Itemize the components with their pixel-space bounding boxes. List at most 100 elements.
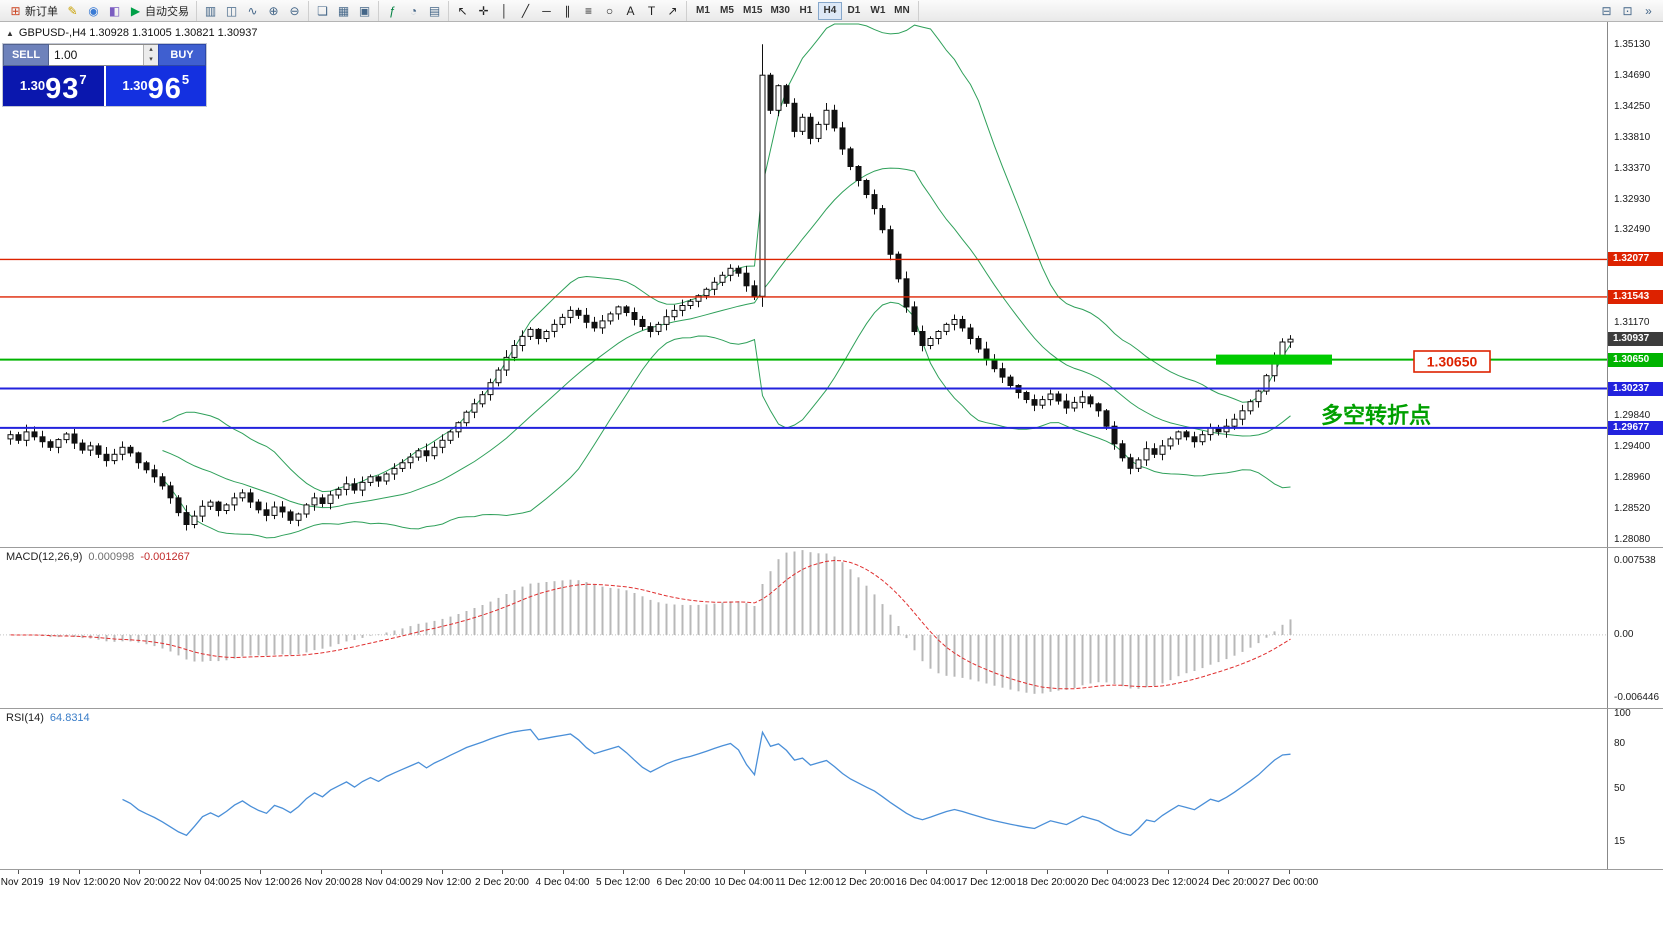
templates-icon: ▤ [428, 3, 441, 18]
time-axis-label: 17 Dec 12:00 [956, 877, 1016, 888]
rsi-canvas[interactable] [0, 709, 1607, 869]
price-axis-tick: 0.007538 [1614, 555, 1656, 566]
horizontal-line-button[interactable]: ─ [536, 1, 557, 20]
rsi-line [122, 728, 1291, 837]
turning-point-annotation[interactable]: 多空转折点 [1321, 403, 1431, 428]
oneclick-collapse-arrow[interactable]: ▲ [6, 28, 14, 38]
macd-canvas[interactable] [0, 548, 1607, 708]
panel-splitter[interactable] [0, 708, 1663, 709]
print-preview-button[interactable]: ⊡ [1617, 2, 1638, 21]
new-order-button[interactable]: ⊞ 新订单 [5, 1, 62, 20]
text-button[interactable]: A [620, 1, 641, 20]
macd-name: MACD(12,26,9) [6, 551, 83, 563]
main-toolbar: ⊞ 新订单 ✎ ◉ ◧ ▶ 自动交易 ▥ ◫ ∿ ⊕ ⊖ ❏ ▦ ▣ ƒ ◔ ▤ ↖ ✛ │ ╱ ─ ∥ ≡ ○ A T ↗ M1 M5 M… [0, 0, 1663, 22]
sell-price-display[interactable]: 1.30937 [3, 66, 104, 106]
print-button[interactable]: ⊟ [1596, 2, 1617, 21]
community-icon: ◉ [88, 3, 99, 18]
bar-chart-button[interactable]: ▥ [200, 1, 221, 20]
time-axis-label: 20 Nov 20:00 [109, 877, 169, 888]
timeframe-h1-button[interactable]: H1 [794, 2, 818, 20]
sell-button[interactable]: SELL [3, 44, 49, 66]
vertical-line-button[interactable]: │ [494, 1, 515, 20]
timeframe-w1-button[interactable]: W1 [866, 2, 890, 20]
new-chart-button[interactable]: ❏ [312, 1, 333, 20]
time-axis-label: 24 Dec 20:00 [1198, 877, 1258, 888]
shapes-button[interactable]: ○ [599, 1, 620, 20]
price-axis-tick: 1.28520 [1614, 503, 1651, 515]
candlestick-button[interactable]: ◫ [221, 1, 242, 20]
toolbar-group-tools: ƒ ◔ ▤ [379, 0, 449, 21]
autotrading-button[interactable]: ▶ 自动交易 [125, 1, 193, 20]
time-axis-tickmark [199, 870, 201, 874]
price-axis-tick: 1.28960 [1614, 472, 1651, 484]
price-axis[interactable]: 1.35130 1.34690 1.34250 1.33810 1.33370 1.329… [1607, 22, 1663, 870]
crosshair-button[interactable]: ✛ [473, 1, 494, 20]
symbol-ohlc-line: ▲ GBPUSD-,H4 1.30928 1.31005 1.30821 1.3… [6, 27, 257, 39]
main-chart-canvas[interactable]: 1.30650 多空转折点 [0, 22, 1607, 547]
cursor-button[interactable]: ↖ [452, 1, 473, 20]
metaeditor-button[interactable]: ✎ [62, 1, 83, 20]
time-axis-label: 11 Dec 12:00 [775, 877, 834, 888]
timeframe-m15-button[interactable]: M15 [739, 2, 766, 20]
support-zone-rect[interactable] [1216, 354, 1332, 365]
timeframe-m1-button[interactable]: M1 [691, 2, 715, 20]
timeframe-m30-button[interactable]: M30 [766, 2, 793, 20]
tile-windows-button[interactable]: ▦ [333, 1, 354, 20]
label-button[interactable]: T [641, 1, 662, 20]
time-axis-label: 8 Nov 2019 [0, 877, 44, 888]
time-axis-label: 28 Nov 04:00 [351, 877, 411, 888]
timeframe-m5-button[interactable]: M5 [715, 2, 739, 20]
zoom-in-button[interactable]: ⊕ [263, 1, 284, 20]
channel-button[interactable]: ∥ [557, 1, 578, 20]
price-axis-tick: 1.33370 [1614, 162, 1651, 174]
periods-button[interactable]: ◔ [403, 1, 424, 20]
templates-button[interactable]: ▤ [424, 1, 445, 20]
price-axis-tick: 80 [1614, 738, 1626, 749]
print-icon: ⊟ [1601, 4, 1612, 18]
fibonacci-icon: ≡ [584, 3, 592, 18]
time-axis-tickmark [1107, 870, 1108, 874]
macd-label: MACD(12,26,9) 0.000998 -0.001267 [6, 551, 190, 563]
price-axis-tick: 1.29400 [1614, 441, 1651, 453]
line-chart-button[interactable]: ∿ [242, 1, 263, 20]
buy-price-sup: 5 [181, 72, 190, 87]
sell-price-prefix: 1.30 [19, 78, 46, 93]
channel-icon: ∥ [564, 3, 571, 18]
time-axis-tickmark [1228, 870, 1229, 874]
time-axis-tickmark [260, 870, 261, 874]
main-chart-panel: 1.30650 多空转折点 ▲ GBPUSD-,H4 1.30928 1.3100… [0, 22, 1607, 547]
time-axis-tickmark [1167, 870, 1169, 874]
buy-price-display[interactable]: 1.30965 [105, 66, 206, 106]
panel-splitter[interactable] [0, 547, 1663, 548]
timeframe-h4-button[interactable]: H4 [817, 1, 842, 20]
fibonacci-button[interactable]: ≡ [578, 1, 599, 20]
panel-splitter[interactable] [0, 869, 1663, 870]
trendline-button[interactable]: ╱ [515, 1, 536, 20]
time-axis-tickmark [78, 870, 80, 874]
candlestick-icon: ◫ [225, 3, 238, 18]
price-tag: 1.31543 [1608, 289, 1663, 304]
buy-price-prefix: 1.30 [122, 78, 148, 93]
indicators-button[interactable]: ƒ [382, 1, 403, 20]
price-axis-tick: 1.32490 [1614, 224, 1651, 236]
market-button[interactable]: ◧ [104, 1, 125, 20]
volume-input[interactable] [49, 45, 143, 65]
toolbar-overflow-button[interactable]: » [1638, 2, 1659, 21]
arrange-windows-button[interactable]: ▣ [354, 1, 375, 20]
price-tag: 1.29677 [1608, 420, 1663, 435]
community-button[interactable]: ◉ [83, 1, 104, 20]
time-axis-label: 16 Dec 04:00 [895, 877, 956, 888]
price-level-label-box[interactable] [1413, 350, 1491, 373]
label-icon: T [647, 3, 656, 18]
arrows-button[interactable]: ↗ [662, 1, 683, 20]
time-axis-tickmark [986, 870, 987, 874]
volume-up-button[interactable]: ▴ [144, 45, 158, 55]
volume-down-button[interactable]: ▾ [144, 55, 158, 65]
timeframe-d1-button[interactable]: D1 [842, 2, 866, 20]
timeframe-mn-button[interactable]: MN [890, 2, 914, 20]
candles [7, 44, 1294, 531]
zoom-out-button[interactable]: ⊖ [284, 1, 305, 20]
buy-button[interactable]: BUY [158, 44, 206, 66]
toolbar-group-charts: ▥ ◫ ∿ ⊕ ⊖ [197, 0, 309, 21]
